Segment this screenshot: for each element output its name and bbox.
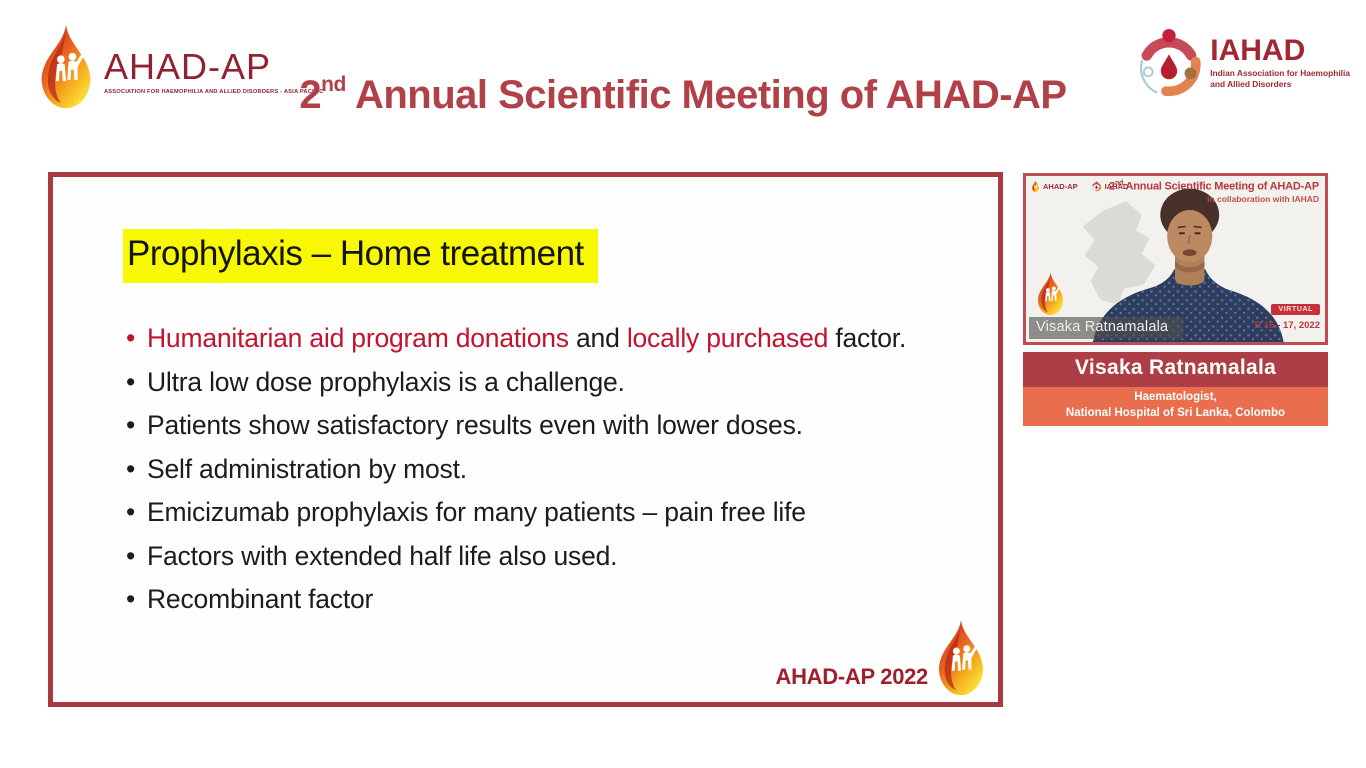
ahad-ap-logo: AHAD-AP ASSOCIATION FOR HAEMOPHILIA AND … <box>33 22 324 112</box>
slide-footer-logo: AHAD-AP 2022 <box>776 616 991 702</box>
video-overlay-title: 2nd Annual Scientific Meeting of AHAD-AP… <box>1109 180 1319 204</box>
slide-bullet: Ultra low dose prophylaxis is a challeng… <box>126 361 926 405</box>
ahad-ap-logo-caption: ASSOCIATION FOR HAEMOPHILIA AND ALLIED D… <box>104 89 324 95</box>
video-ahad-ap-logo: AHAD-AP <box>1031 180 1078 193</box>
page-title: 2nd Annual Scientific Meeting of AHAD-AP <box>0 73 1366 118</box>
speaker-role: Haematologist, National Hospital of Sri … <box>1023 387 1328 427</box>
video-drop-logo <box>1034 271 1067 317</box>
speaker-name: Visaka Ratnamalala <box>1023 352 1328 387</box>
iahad-circle-icon <box>1132 26 1206 100</box>
iahad-logo-name: IAHAD <box>1210 34 1306 68</box>
page-title-sup: nd <box>321 73 346 97</box>
video-date-text: R 16 - 17, 2022 <box>1254 320 1321 331</box>
ahad-ap-logo-name: AHAD-AP <box>104 46 272 87</box>
ahad-ap-drop-icon <box>1031 180 1040 193</box>
video-name-tag: Visaka Ratnamalala <box>1029 317 1184 339</box>
iahad-logo: IAHAD Indian Association for Haemophilia… <box>1132 26 1350 100</box>
speaker-video-tile[interactable]: AHAD-AP IAHAD 2nd Annual Scientific Meet… <box>1023 173 1328 345</box>
page-title-rest: Annual Scientific Meeting of AHAD-AP <box>345 72 1067 117</box>
slide-bullet: Recombinant factor <box>126 578 926 622</box>
slide-title: Prophylaxis – Home treatment <box>123 229 598 283</box>
slide-bullet: Humanitarian aid program donations and l… <box>126 317 926 361</box>
ahad-ap-drop-icon <box>932 616 990 700</box>
iahad-circle-icon <box>1091 181 1102 192</box>
iahad-logo-caption: Indian Association for Haemophilia and A… <box>1210 68 1350 89</box>
slide-footer-text: AHAD-AP 2022 <box>775 664 929 689</box>
video-overlay-subtitle: in collaboration with IAHAD <box>1207 193 1319 204</box>
slide-bullet-list: Humanitarian aid program donations and l… <box>126 317 926 622</box>
ahad-ap-drop-icon <box>1034 271 1067 317</box>
slide-bullet: Patients show satisfactory results even … <box>126 404 926 448</box>
slide-bullet: Factors with extended half life also use… <box>126 535 926 579</box>
presentation-slide: Prophylaxis – Home treatment Humanitaria… <box>48 172 1003 707</box>
map-silhouette <box>1082 201 1156 305</box>
slide-bullet: Emicizumab prophylaxis for many patients… <box>126 491 926 535</box>
video-iahad-logo: IAHAD <box>1091 181 1128 192</box>
page-title-num: 2 <box>299 72 322 117</box>
slide-bullet: Self administration by most. <box>126 448 926 492</box>
video-overlay-logos: AHAD-AP IAHAD <box>1031 180 1128 193</box>
virtual-badge: VIRTUAL <box>1271 304 1320 315</box>
speaker-banner: Visaka Ratnamalala Haematologist, Nation… <box>1023 352 1328 427</box>
